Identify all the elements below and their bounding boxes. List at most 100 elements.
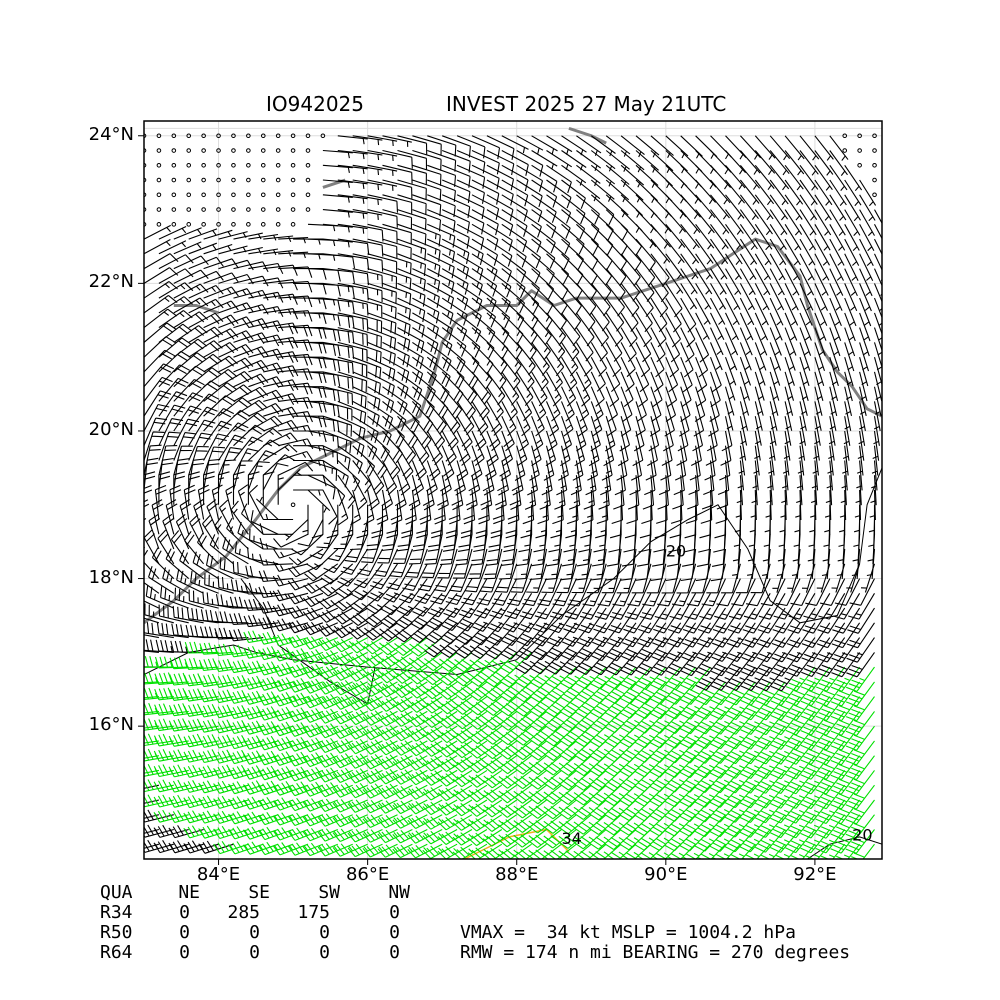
wind-barb [397,282,426,307]
wind-barb [561,223,585,255]
wind-barb [352,238,384,257]
wind-barb [679,829,711,852]
wind-barb [784,238,801,266]
wind-barb [605,401,617,437]
wind-barb [347,753,383,769]
wind-barb [619,799,652,821]
wind-barb [605,268,626,302]
wind-barb [183,688,219,702]
wind-barb [710,681,741,706]
calm-marker [246,222,251,227]
wind-barb [340,548,369,575]
wind-barb [515,652,547,674]
wind-barb [574,696,607,718]
wind-barb [332,799,368,813]
wind-barb [811,460,819,491]
wind-barb [815,755,846,780]
wind-barb [859,342,870,372]
wind-barb [844,386,853,417]
wind-barb [471,312,496,343]
wind-barb [367,430,390,462]
wind-barb [471,282,497,313]
wind-barb [397,327,425,354]
wind-barb [456,209,485,235]
wind-barb [539,475,551,510]
wind-barb [746,578,771,607]
wind-barb [259,523,294,535]
wind-barb [317,737,353,754]
wind-barb [427,223,456,248]
wind-barb [680,253,699,280]
wind-barb [337,297,369,316]
wind-barb [645,445,657,481]
wind-barb [382,460,398,496]
wind-barb [516,268,540,299]
wind-barb [680,297,697,333]
wind-barb [573,769,607,791]
wind-barb [738,445,746,476]
wind-barb [513,799,547,819]
wind-barb [198,810,234,824]
wind-barb [576,179,601,202]
wind-barb [382,327,411,352]
wind-barb [427,238,456,263]
wind-barb [168,703,204,717]
wind-barb [144,376,173,402]
wind-barb [754,814,786,838]
wind-barb [183,764,219,778]
wind-barb [567,489,579,525]
wind-barb [438,681,473,700]
wind-barb [218,330,254,343]
wind-barb [801,652,831,678]
wind-barb [543,799,577,820]
wind-barb [272,797,309,811]
wind-barb [680,268,698,295]
wind-barb [800,799,831,824]
wind-barb [243,660,279,675]
wind-barb [484,666,518,688]
wind-barb [853,504,861,535]
wind-barb [412,238,441,262]
wind-barb [190,570,219,594]
wind-barb [739,357,752,386]
wind-barb [545,430,557,467]
wind-barb [800,681,831,707]
wind-barb [546,194,572,224]
wind-barb [441,238,470,265]
wind-barb [653,607,682,634]
wind-barb [456,415,473,451]
wind-barb [158,323,193,343]
wind-barb [424,637,458,658]
wind-barb [287,648,324,663]
wind-barb [754,386,764,416]
wind-barb [604,711,637,734]
wind-barb [593,607,622,634]
wind-barb [621,637,652,662]
wind-barb [453,681,488,701]
wind-barb [644,460,656,496]
wind-barb [158,431,181,461]
wind-barb [272,677,309,692]
wind-barb [769,253,786,281]
wind-barb [278,438,314,450]
wind-barb [430,578,458,605]
wind-barb [546,356,563,392]
wind-barb [793,519,801,550]
wind-barb [287,751,324,767]
wind-barb [872,430,880,461]
wind-barb [604,696,637,719]
wind-barb [603,799,637,821]
wind-barb [470,445,483,481]
wind-barb [739,342,752,371]
wind-barb [263,419,299,432]
wind-barb [755,784,786,809]
wind-barb [868,519,876,550]
wind-barb [453,696,488,715]
wind-barb [454,460,466,496]
wind-barb [560,666,592,689]
wind-barb [513,725,547,746]
wind-barb [229,596,264,609]
wind-barb [827,445,834,476]
wind-barb [367,135,398,147]
wind-barb [590,223,614,256]
